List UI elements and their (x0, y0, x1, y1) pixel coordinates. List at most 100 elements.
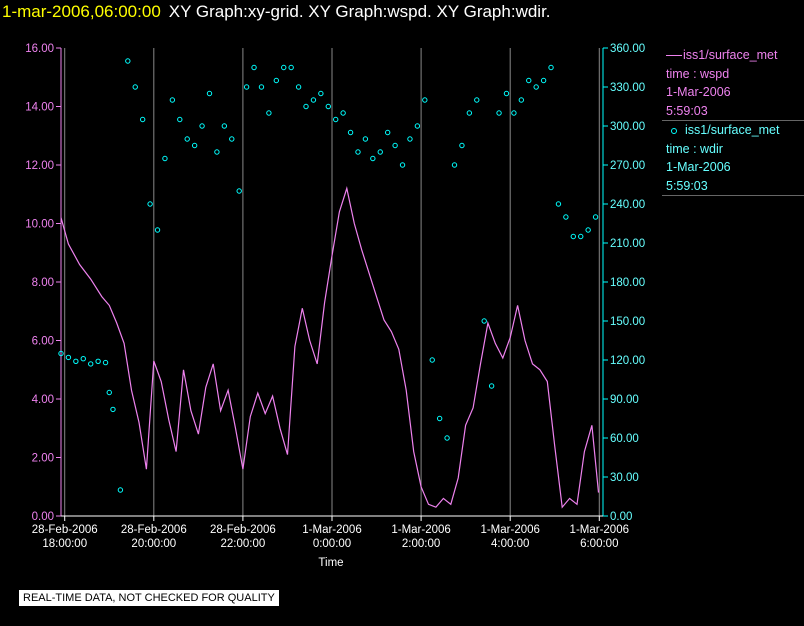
right-tick-label: 150.00 (610, 316, 645, 328)
wdir-point (451, 162, 458, 168)
wdir-point (555, 201, 562, 207)
x-tick-label: 1-Mar-2006 6:00:00 (570, 524, 629, 550)
wdir-point (548, 64, 554, 71)
legend-wdir-line3: 1-Mar-2006 (666, 160, 731, 174)
right-tick-label: 270.00 (610, 160, 645, 172)
x-tick-label: 28-Feb-2006 18:00:00 (32, 524, 98, 550)
wdir-point (377, 149, 383, 155)
wdir-point (258, 84, 265, 90)
wdir-point (281, 64, 287, 71)
wdir-point (459, 142, 465, 149)
legend-wdir-line2: time : wdir (666, 141, 723, 156)
wdir-point (362, 136, 369, 142)
wdir-point (533, 84, 539, 90)
left-tick-label: 8.00 (32, 277, 54, 289)
left-tick-label: 16.00 (25, 43, 54, 55)
legend-wdir-line4: 5:59:03 (666, 178, 708, 193)
left-tick-label: 6.00 (32, 336, 54, 348)
wdir-point (570, 233, 577, 240)
wdir-point (563, 214, 569, 220)
wdir-point (266, 110, 272, 116)
right-tick-label: 360.00 (610, 43, 645, 55)
axes: 0.00 2.00 4.00 6.00 8.00 10.00 12.00 14.00 16.00… (25, 43, 645, 550)
legend-wspd: iss1/surface_met time : wspd 1-Mar-2006 … (662, 46, 804, 121)
wdir-point (585, 227, 591, 233)
right-tick-label: 210.00 (610, 238, 645, 250)
line-swatch-icon (666, 55, 682, 57)
wdir-point (347, 129, 354, 136)
graph-title: XY Graph:xy-grid. XY Graph:wspd. XY Grap… (168, 2, 551, 21)
wdir-point (488, 383, 495, 389)
wdir-point (273, 77, 280, 84)
wdir-point (466, 110, 473, 116)
legend-wspd-label: iss1/surface_met (683, 48, 778, 62)
wdir-point (243, 84, 250, 90)
wdir-point (370, 155, 376, 162)
x-tick-label: 1-Mar-2006 0:00:00 (302, 524, 361, 550)
wdir-point (177, 116, 183, 123)
wdir-point (147, 201, 153, 207)
wdir-point (95, 358, 101, 364)
right-tick-label: 120.00 (610, 355, 645, 367)
wdir-point (110, 406, 116, 413)
wdir-point (496, 110, 502, 116)
wdir-series (58, 58, 599, 493)
right-tick-label: 30.00 (610, 472, 639, 484)
right-tick-label: 180.00 (610, 277, 645, 289)
wdir-point (87, 361, 94, 367)
x-tick-label: 1-Mar-2006 2:00:00 (391, 524, 450, 550)
left-tick-label: 4.00 (32, 394, 54, 406)
wdir-point (384, 129, 391, 136)
legend-wspd-line4: 5:59:03 (666, 103, 708, 118)
wdir-point (592, 214, 599, 220)
wdir-point (511, 110, 517, 116)
wdir-point (58, 350, 64, 357)
left-tick-label: 10.00 (25, 219, 54, 231)
legend-wspd-line2: time : wspd (666, 66, 730, 81)
wdir-point (221, 123, 228, 129)
wdir-point (578, 233, 584, 240)
right-tick-label: 90.00 (610, 394, 639, 406)
wdir-point (481, 318, 487, 324)
wdir-point (169, 97, 176, 103)
wdir-point (295, 84, 302, 90)
wdir-point (444, 435, 450, 441)
wdir-point (436, 415, 443, 422)
left-tick-label: 14.00 (25, 102, 54, 114)
wdir-point (303, 103, 309, 110)
legend: iss1/surface_met time : wspd 1-Mar-2006 … (662, 46, 804, 196)
right-tick-label: 240.00 (610, 199, 645, 211)
wspd-line (60, 186, 600, 509)
legend-wdir: iss1/surface_met time : wdir 1-Mar-2006 … (662, 121, 804, 196)
wdir-point (117, 487, 124, 493)
grid (64, 48, 600, 516)
wdir-point (236, 188, 242, 194)
wdir-point (125, 58, 131, 64)
legend-wspd-line3: 1-Mar-2006 (666, 85, 731, 99)
wdir-point (407, 136, 413, 142)
wdir-point (392, 142, 398, 149)
x-tick-label: 28-Feb-2006 20:00:00 (121, 524, 187, 550)
wdir-point (422, 97, 428, 103)
wdir-point (414, 123, 421, 129)
timestamp: 1-mar-2006,06:00:00 (2, 2, 161, 21)
wdir-point (132, 84, 138, 90)
wdir-point (206, 90, 213, 97)
wdir-point (503, 90, 510, 97)
legend-wdir-label: iss1/surface_met (685, 123, 780, 137)
x-tick-label: 1-Mar-2006 4:00:00 (480, 524, 539, 550)
wdir-point (102, 359, 109, 366)
header: 1-mar-2006,06:00:00 XY Graph:xy-grid. XY … (2, 1, 551, 23)
x-axis-label: Time (318, 557, 343, 569)
right-tick-label: 0.00 (610, 511, 632, 523)
wdir-point (355, 149, 361, 155)
wdir-point (310, 97, 317, 103)
wdir-point (199, 123, 205, 129)
wdir-point (73, 358, 79, 364)
right-tick-label: 330.00 (610, 82, 645, 94)
wdir-point (229, 136, 235, 142)
wdir-point (325, 103, 331, 110)
wdir-point (106, 389, 112, 396)
wdir-point (214, 149, 220, 155)
wdir-point (333, 116, 339, 123)
